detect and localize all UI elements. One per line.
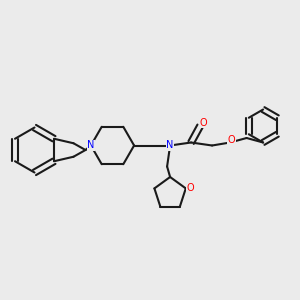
- Text: O: O: [187, 183, 194, 194]
- Text: N: N: [167, 140, 174, 151]
- Text: O: O: [228, 135, 236, 145]
- Text: N: N: [87, 140, 94, 151]
- Text: O: O: [199, 118, 207, 128]
